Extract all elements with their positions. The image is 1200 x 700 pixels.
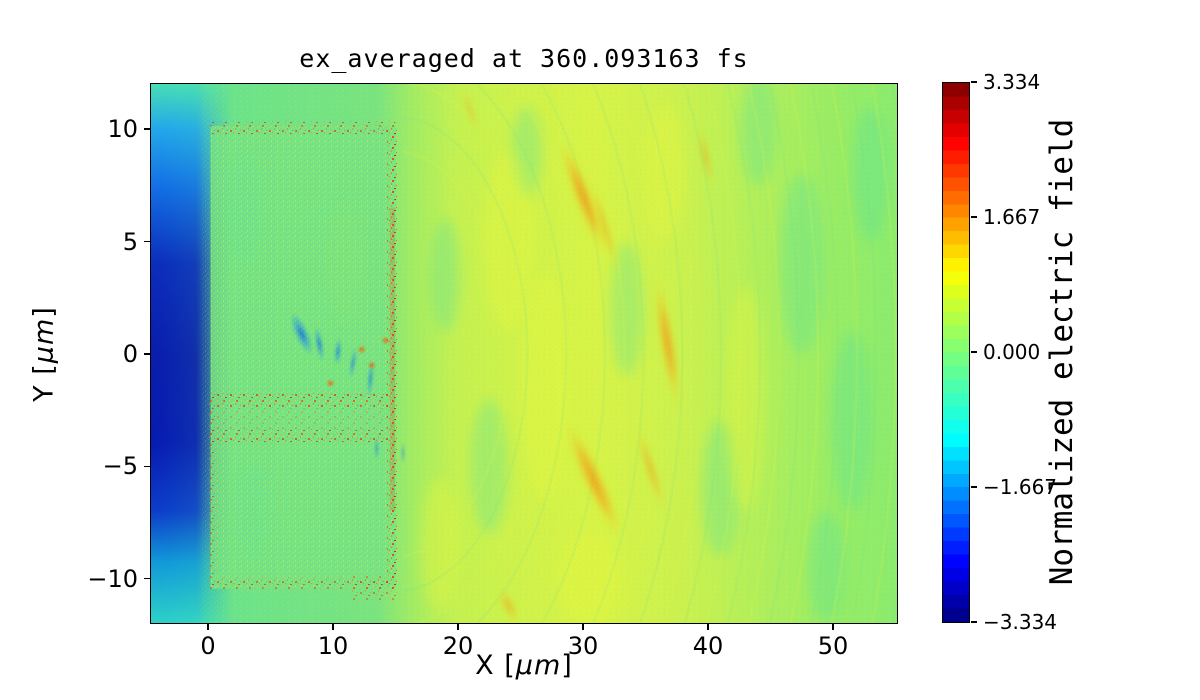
- y-tick-label: 0: [122, 339, 138, 368]
- x-tick-mark: [457, 624, 459, 630]
- colorbar-tick-label: 0.000: [983, 340, 1041, 364]
- chart-title: ex_averaged at 360.093163 fs: [299, 44, 749, 73]
- y-tick-mark: [144, 465, 150, 468]
- x-tick-label: 20: [442, 632, 474, 660]
- x-axis-label-text: X [: [475, 650, 516, 681]
- colorbar-tick-label: 3.334: [983, 70, 1041, 94]
- colorbar-tick-label: −3.334: [983, 610, 1058, 634]
- colorbar-tick-mark: [971, 216, 977, 218]
- y-tick-mark: [144, 577, 150, 580]
- y-axis-label-text: Y [: [28, 363, 60, 402]
- y-tick-mark: [144, 128, 150, 130]
- colorbar-tick-mark: [971, 351, 977, 353]
- y-tick-mark: [144, 353, 150, 355]
- colorbar-tick-label: −1.667: [983, 475, 1058, 499]
- x-tick-label: 40: [692, 632, 724, 660]
- colorbar-label: Normalized electric field: [1044, 118, 1080, 586]
- x-axis-unit: μm: [515, 650, 562, 681]
- y-tick-mark: [144, 240, 150, 243]
- colorbar-tick-mark: [971, 81, 977, 83]
- y-tick-label: −10: [87, 564, 138, 593]
- y-tick-label: 10: [107, 115, 138, 144]
- x-tick-label: 30: [567, 632, 599, 660]
- x-tick-mark: [707, 624, 709, 630]
- x-tick-mark: [832, 624, 834, 630]
- colorbar-tick-mark: [971, 486, 977, 488]
- x-axis-label-close: ]: [561, 650, 573, 681]
- colorbar-tick-label: 1.667: [983, 205, 1041, 229]
- y-axis-label-close: ]: [28, 306, 60, 318]
- x-tick-label: 50: [817, 632, 849, 660]
- heatmap-plot-area: [150, 83, 898, 624]
- x-axis-label: X [μm]: [151, 650, 897, 681]
- colorbar-tick-mark: [971, 621, 977, 623]
- x-tick-label: 10: [317, 632, 349, 660]
- x-tick-mark: [582, 624, 584, 630]
- y-tick-label: 5: [122, 227, 138, 256]
- colorbar: [942, 82, 970, 623]
- x-tick-mark: [207, 624, 209, 630]
- x-tick-mark: [332, 624, 334, 630]
- x-tick-label: 0: [200, 632, 216, 660]
- y-tick-label: −5: [102, 452, 138, 481]
